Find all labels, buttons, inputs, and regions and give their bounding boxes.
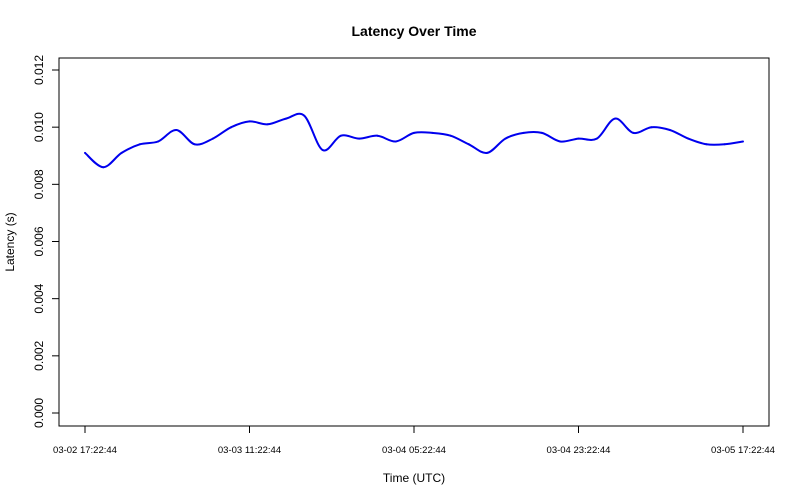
data-point — [449, 134, 452, 137]
data-point — [175, 129, 178, 131]
x-tick-label: 03-05 17:22:44 — [711, 445, 775, 456]
data-point — [230, 126, 233, 129]
series-layer — [84, 112, 744, 169]
x-axis: 03-02 17:22:44 03-03 11:22:44 03-04 05:22:… — [53, 425, 775, 456]
y-tick-label: 0.012 — [32, 55, 46, 85]
data-point — [723, 143, 726, 146]
data-point — [339, 134, 342, 137]
y-tick-label: 0.010 — [32, 112, 46, 142]
data-point — [522, 131, 525, 134]
series-line-0 — [84, 112, 744, 169]
y-tick-label: 0.002 — [32, 340, 46, 370]
data-point — [321, 149, 324, 151]
data-point — [193, 143, 196, 146]
data-point — [358, 137, 361, 140]
data-point — [431, 131, 434, 134]
plot-frame — [58, 57, 770, 427]
x-tick-label: 03-04 23:22:44 — [547, 445, 611, 456]
x-axis-label: Time (UTC) — [383, 471, 445, 485]
x-tick-label: 03-02 17:22:44 — [53, 445, 117, 456]
data-point — [705, 143, 708, 146]
data-point — [577, 137, 580, 140]
y-axis: 0.000 0.002 0.004 0.006 0.008 0.010 0.012 — [32, 55, 60, 428]
data-point — [742, 140, 744, 143]
y-axis-label: Latency (s) — [3, 212, 17, 271]
data-point — [211, 137, 214, 140]
data-point — [102, 166, 105, 169]
x-tick-label: 03-04 05:22:44 — [382, 445, 446, 456]
data-point — [668, 129, 671, 131]
data-point — [266, 123, 269, 126]
x-tick-label: 03-03 11:22:44 — [218, 445, 281, 456]
data-point — [486, 151, 489, 154]
data-point — [504, 137, 507, 140]
y-tick-label: 0.000 — [32, 398, 46, 428]
data-point — [687, 137, 690, 140]
data-point — [632, 131, 635, 134]
data-point — [650, 126, 653, 129]
y-tick-label: 0.006 — [32, 226, 46, 256]
data-point — [540, 131, 543, 134]
data-point — [394, 140, 397, 143]
data-point — [303, 114, 306, 117]
data-point — [413, 131, 415, 134]
chart-title: Latency Over Time — [351, 23, 476, 39]
data-point — [157, 140, 160, 143]
data-point — [467, 143, 470, 146]
data-point — [248, 120, 251, 123]
data-point — [614, 117, 617, 120]
data-point — [120, 151, 123, 154]
data-point — [285, 117, 288, 120]
data-point — [559, 140, 562, 143]
y-tick-label: 0.008 — [32, 169, 46, 199]
y-tick-label: 0.004 — [32, 283, 46, 313]
data-point — [138, 143, 141, 146]
data-point — [84, 151, 86, 154]
data-point — [595, 137, 598, 140]
data-point — [376, 134, 379, 137]
